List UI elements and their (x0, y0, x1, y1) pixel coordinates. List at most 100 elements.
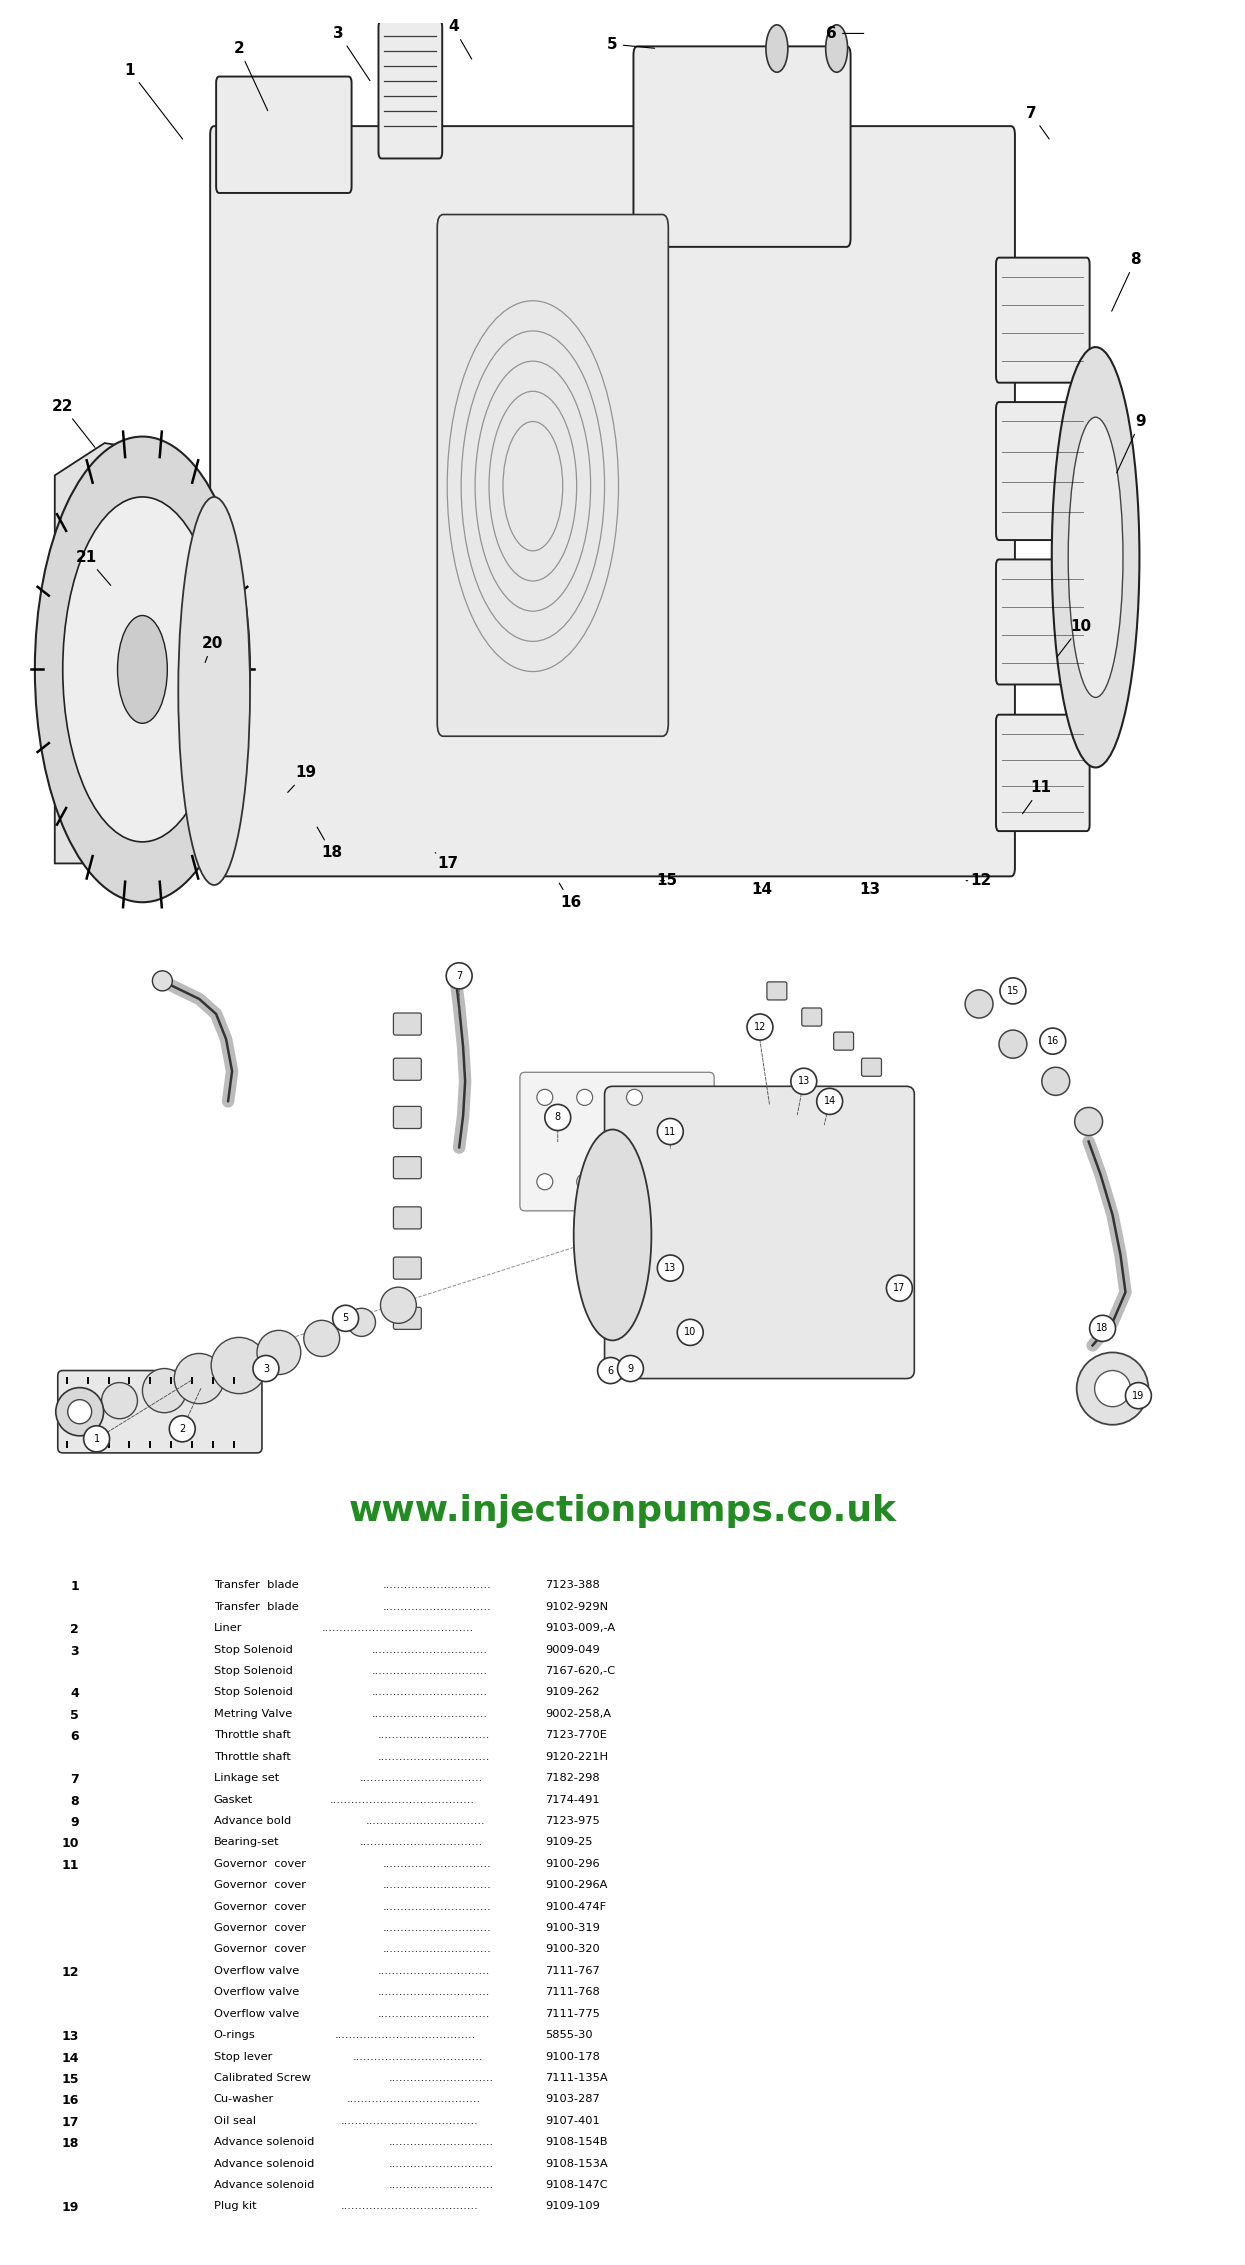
Text: 10: 10 (61, 1837, 78, 1851)
Text: 13: 13 (664, 1264, 676, 1273)
Circle shape (35, 437, 250, 901)
Text: Stop lever: Stop lever (214, 2052, 273, 2061)
Text: ...............................: ............................... (377, 1966, 489, 1975)
FancyBboxPatch shape (57, 1370, 261, 1452)
Text: 11: 11 (61, 1860, 78, 1871)
FancyBboxPatch shape (217, 77, 351, 193)
Text: 18: 18 (1097, 1323, 1109, 1334)
Text: O-rings: O-rings (214, 2029, 255, 2041)
Circle shape (1077, 1352, 1148, 1425)
Text: 17: 17 (893, 1284, 905, 1293)
Text: ..............................: .............................. (383, 1601, 492, 1613)
Circle shape (626, 1173, 642, 1189)
Text: ..............................: .............................. (383, 1880, 492, 1891)
FancyBboxPatch shape (393, 1105, 421, 1128)
Text: 5: 5 (342, 1314, 349, 1323)
Text: 9100-474F: 9100-474F (545, 1903, 606, 1912)
Ellipse shape (1052, 347, 1139, 768)
Circle shape (117, 616, 167, 723)
Circle shape (152, 972, 172, 990)
Text: 9108-154B: 9108-154B (545, 2138, 608, 2147)
Text: 8: 8 (70, 1794, 78, 1807)
Text: Throttle shaft: Throttle shaft (214, 1730, 290, 1740)
Text: ................................: ................................ (371, 1708, 488, 1719)
Circle shape (83, 1425, 110, 1452)
Text: 2: 2 (70, 1624, 78, 1635)
Text: 9: 9 (627, 1364, 634, 1373)
Text: Governor  cover: Governor cover (214, 1860, 306, 1869)
Text: 9108-153A: 9108-153A (545, 2159, 608, 2168)
Text: 13: 13 (798, 1076, 810, 1087)
Circle shape (56, 1388, 103, 1436)
Circle shape (169, 1416, 195, 1443)
Text: 17: 17 (61, 2116, 78, 2129)
Text: 20: 20 (202, 636, 223, 661)
Text: 16: 16 (61, 2095, 78, 2106)
Text: 9103-287: 9103-287 (545, 2095, 600, 2104)
Text: ...............................: ............................... (377, 1986, 489, 1998)
Text: 5855-30: 5855-30 (545, 2029, 593, 2041)
Text: 9: 9 (70, 1817, 78, 1828)
Ellipse shape (574, 1130, 651, 1341)
Circle shape (545, 1105, 570, 1130)
Text: 9107-401: 9107-401 (545, 2116, 600, 2127)
Circle shape (67, 1400, 92, 1425)
Circle shape (1094, 1370, 1130, 1407)
Text: Transfer  blade: Transfer blade (214, 1581, 299, 1590)
FancyBboxPatch shape (393, 1012, 421, 1035)
Text: 3: 3 (70, 1644, 78, 1658)
Text: 17: 17 (436, 852, 458, 872)
Text: 10: 10 (684, 1327, 696, 1336)
Text: ................................: ................................ (371, 1644, 488, 1656)
Text: 7167-620,-C: 7167-620,-C (545, 1667, 615, 1676)
Text: Stop Solenoid: Stop Solenoid (214, 1687, 293, 1696)
Text: 2: 2 (179, 1425, 186, 1434)
Text: 12: 12 (61, 1966, 78, 1980)
FancyBboxPatch shape (393, 1257, 421, 1280)
Circle shape (332, 1305, 359, 1332)
Text: Calibrated Screw: Calibrated Screw (214, 2072, 310, 2084)
Text: 7182-298: 7182-298 (545, 1773, 600, 1783)
FancyBboxPatch shape (393, 1058, 421, 1080)
Text: ..............................: .............................. (383, 1581, 492, 1590)
Circle shape (256, 1330, 301, 1375)
Text: ....................................: .................................... (352, 2052, 483, 2061)
Text: 1: 1 (124, 63, 183, 138)
Text: ................................: ................................ (371, 1687, 488, 1696)
Circle shape (212, 1336, 266, 1393)
Text: 9009-049: 9009-049 (545, 1644, 600, 1656)
Text: .....................................: ..................................... (346, 2095, 481, 2104)
FancyBboxPatch shape (802, 1008, 822, 1026)
Text: ..............................: .............................. (383, 1903, 492, 1912)
Text: 16: 16 (559, 883, 581, 911)
Text: ..................................: .................................. (360, 1773, 483, 1783)
Text: 7111-775: 7111-775 (545, 2009, 600, 2018)
FancyBboxPatch shape (210, 127, 1015, 877)
Text: ......................................: ...................................... (341, 2202, 478, 2211)
FancyBboxPatch shape (393, 1307, 421, 1330)
Circle shape (1000, 978, 1026, 1003)
Text: Governor  cover: Governor cover (214, 1880, 306, 1891)
Circle shape (142, 1368, 187, 1413)
Text: Bearing-set: Bearing-set (214, 1837, 279, 1848)
Circle shape (998, 1031, 1027, 1058)
Text: Plug kit: Plug kit (214, 2202, 256, 2211)
Text: 14: 14 (752, 881, 772, 897)
Text: 22: 22 (52, 399, 95, 446)
Circle shape (965, 990, 994, 1017)
Text: 8: 8 (1112, 251, 1140, 310)
Text: www.injectionpumps.co.uk: www.injectionpumps.co.uk (349, 1493, 896, 1529)
Text: 9109-109: 9109-109 (545, 2202, 600, 2211)
Circle shape (304, 1320, 340, 1357)
Text: Metring Valve: Metring Valve (214, 1708, 293, 1719)
FancyBboxPatch shape (834, 1033, 854, 1051)
Text: 11: 11 (664, 1126, 676, 1137)
Text: 15: 15 (1007, 985, 1020, 997)
Text: .......................................: ....................................... (335, 2029, 477, 2041)
FancyBboxPatch shape (393, 1207, 421, 1230)
Text: 7174-491: 7174-491 (545, 1794, 600, 1805)
Text: 14: 14 (823, 1096, 835, 1105)
Text: 9102-929N: 9102-929N (545, 1601, 609, 1613)
Text: 7111-135A: 7111-135A (545, 2072, 608, 2084)
Circle shape (347, 1309, 376, 1336)
